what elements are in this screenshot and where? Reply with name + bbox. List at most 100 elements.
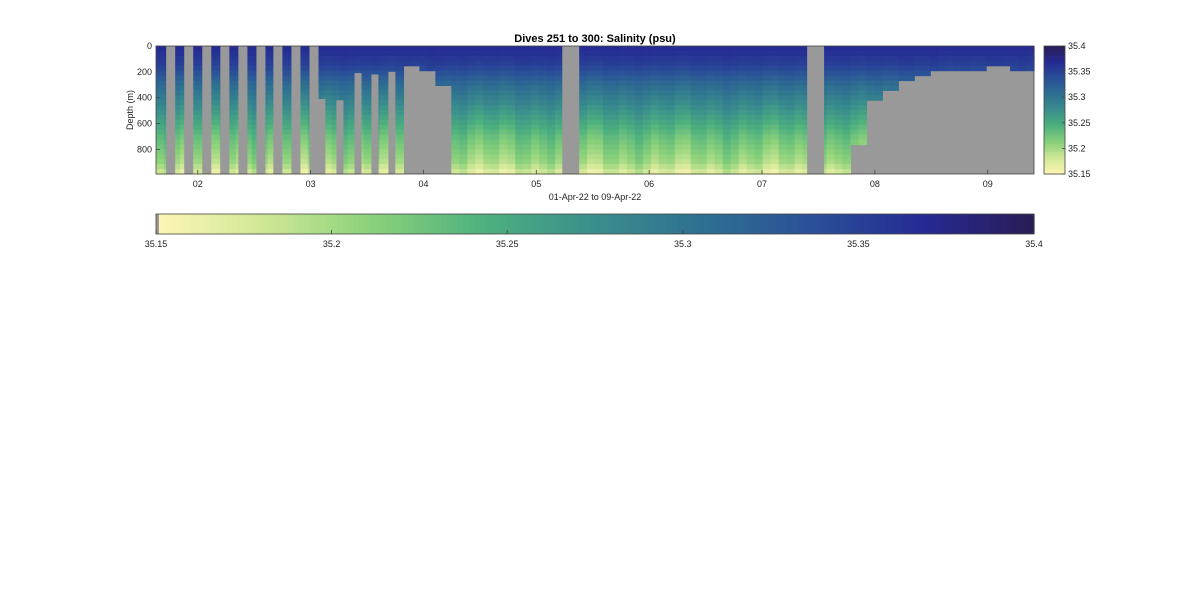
heat-cell	[722, 50, 732, 57]
heat-cell	[722, 46, 732, 52]
heat-cell	[890, 60, 899, 67]
heat-cell	[371, 65, 381, 72]
heat-cell	[475, 129, 484, 136]
heat-cell	[658, 90, 668, 96]
heat-cell	[626, 164, 636, 170]
heat-cell	[459, 90, 468, 96]
heat-cell	[459, 134, 468, 141]
heat-cell	[634, 46, 644, 52]
heat-cell	[642, 129, 652, 136]
nodata-band	[220, 46, 230, 174]
heat-cell	[347, 75, 357, 82]
heat-cell	[834, 65, 844, 72]
heat-cell	[579, 46, 588, 52]
heat-cell	[555, 75, 564, 82]
heat-cell	[243, 100, 253, 106]
heat-cell	[339, 65, 349, 72]
heat-cell	[467, 65, 476, 72]
heat-cell	[156, 154, 165, 160]
heat-cell	[842, 55, 852, 62]
heat-cell	[738, 75, 748, 82]
heat-cell	[770, 95, 780, 101]
heat-cell	[499, 114, 508, 121]
heat-cell	[610, 129, 620, 136]
heat-cell	[738, 134, 748, 141]
bottom-colorbar-cell	[326, 214, 333, 234]
heat-cell	[459, 129, 468, 136]
heat-cell	[587, 110, 596, 116]
heat-cell	[834, 154, 844, 160]
heat-cell	[523, 154, 532, 160]
heat-cell	[618, 50, 628, 57]
heat-cell	[451, 105, 460, 111]
heat-cell	[730, 134, 740, 141]
heat-cell	[507, 95, 516, 101]
heat-cell	[746, 164, 756, 170]
bottom-colorbar-cell	[918, 214, 925, 234]
heat-cell	[778, 119, 788, 126]
heat-cell	[658, 60, 668, 67]
heat-cell	[634, 65, 644, 72]
heat-cell	[395, 46, 405, 52]
heat-cell	[299, 55, 309, 62]
heat-cell	[299, 60, 309, 67]
heat-cell	[634, 169, 644, 175]
heat-cell	[379, 95, 389, 101]
heat-cell	[499, 144, 508, 150]
heat-cell	[595, 144, 604, 150]
heat-cell	[587, 60, 596, 67]
heat-cell	[762, 169, 772, 175]
heat-cell	[499, 46, 508, 52]
heat-cell	[722, 95, 732, 101]
heat-cell	[722, 110, 732, 116]
heat-cell	[171, 50, 181, 57]
heat-cell	[515, 100, 524, 106]
heat-cell	[251, 149, 261, 155]
heat-cell	[579, 75, 588, 82]
heat-cell	[658, 85, 668, 91]
heat-cell	[618, 46, 628, 52]
heat-cell	[842, 129, 852, 136]
side-colorbar-cell	[1044, 128, 1065, 131]
heat-cell	[794, 149, 804, 155]
heat-cell	[658, 105, 668, 111]
heat-cell	[658, 159, 668, 165]
heat-cell	[483, 114, 492, 121]
heat-cell	[579, 159, 588, 165]
heat-cell	[626, 144, 636, 150]
heat-cell	[243, 124, 253, 131]
bottom-colorbar-cell	[968, 214, 975, 234]
heat-cell	[778, 85, 788, 91]
heat-cell	[738, 154, 748, 160]
heat-cell	[746, 65, 756, 72]
heat-cell	[156, 159, 165, 165]
heat-cell	[698, 164, 708, 170]
heat-cell	[475, 95, 484, 101]
heat-cell	[706, 129, 716, 136]
partial-dive-gap	[388, 71, 396, 174]
heat-cell	[315, 60, 325, 67]
heat-cell	[882, 55, 891, 62]
heat-cell	[1010, 65, 1019, 72]
heat-cell	[515, 119, 524, 126]
bottom-colorbar-cell	[380, 214, 388, 234]
heat-cell	[451, 119, 460, 126]
heat-cell	[483, 144, 492, 150]
heat-cell	[371, 70, 381, 77]
heat-cell	[491, 114, 500, 121]
bottom-colorbar-cell	[874, 214, 881, 234]
heat-cell	[531, 100, 540, 106]
heat-cell	[610, 154, 620, 160]
heat-cell	[227, 139, 237, 146]
bottom-colorbar-cell	[984, 214, 991, 234]
heat-cell	[491, 134, 500, 141]
heat-cell	[762, 144, 772, 150]
side-colorbar-cell	[1044, 124, 1065, 127]
heat-cell	[642, 159, 652, 165]
heat-cell	[938, 46, 947, 52]
heat-cell	[156, 55, 165, 62]
heat-cell	[674, 119, 684, 126]
heat-cell	[634, 139, 644, 146]
heat-cell	[826, 114, 836, 121]
side-colorbar-tick-label: 35.25	[1068, 118, 1091, 128]
